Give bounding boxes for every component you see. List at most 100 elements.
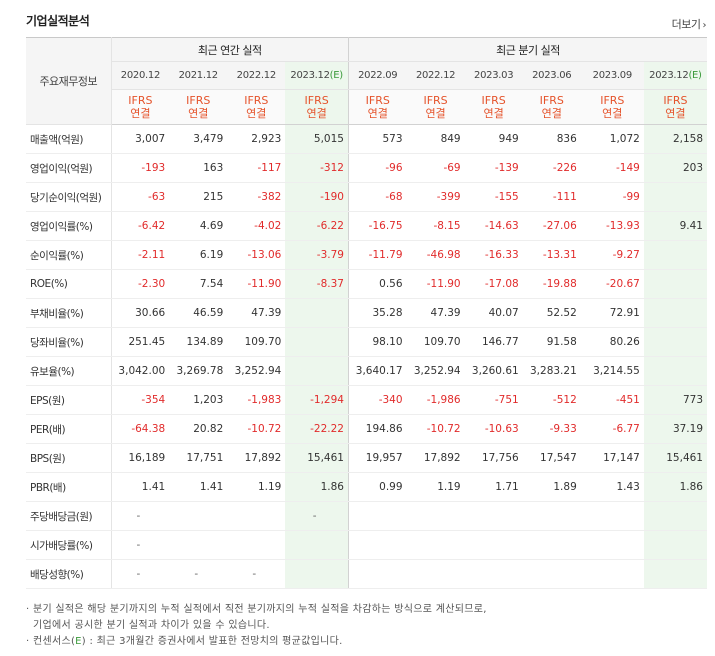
table-cell: 836 (522, 124, 581, 154)
table-cell: 20.82 (169, 414, 228, 444)
period-header: 2023.06 (522, 61, 581, 90)
table-cell (227, 501, 286, 531)
table-row: 당기순이익(억원) -63 215 -382 -190 -68 -399 -155 -111 -9… (26, 182, 707, 212)
table-cell (643, 298, 707, 328)
table-cell (285, 559, 349, 589)
row-header-label: 주요재무정보 (26, 37, 112, 125)
table-row: 영업이익(억원) -193 163 -117 -312 -96 -69 -139 -226 -14… (26, 153, 707, 183)
table-cell (643, 501, 707, 531)
table-cell: 17,892 (227, 443, 286, 473)
table-cell: 1.89 (522, 472, 581, 502)
table-cell: 37.19 (643, 414, 707, 444)
table-row: 순이익률(%) -2.11 6.19 -13.06 -3.79 -11.79 -46.98-… (26, 240, 707, 270)
table-cell: 163 (169, 153, 228, 183)
ifrs-label: IFRS 연결 (348, 89, 407, 125)
table-cell: 0.99 (348, 472, 407, 502)
table-cell: 3,252.94 (227, 356, 286, 386)
row-label: 주당배당금(원) (26, 501, 112, 531)
table-cell: -11.90 (406, 269, 465, 299)
table-cell: 1.86 (643, 472, 707, 502)
period-label: 2022.09 (358, 70, 398, 81)
table-cell: -20.67 (580, 269, 644, 299)
table-cell: -11.79 (348, 240, 407, 270)
table-cell (169, 501, 228, 531)
table-cell: -9.33 (522, 414, 581, 444)
period-header: 2022.12 (227, 61, 286, 90)
table-cell: - (111, 501, 170, 531)
table-cell: 35.28 (348, 298, 407, 328)
ifrs-line2: 연결 (246, 107, 267, 120)
period-label: 2022.12 (415, 70, 456, 81)
table-cell: 3,260.61 (464, 356, 523, 386)
table-cell (464, 501, 523, 531)
table-cell: 3,252.94 (406, 356, 465, 386)
table-cell (348, 530, 407, 560)
period-header: 2020.12 (111, 61, 170, 90)
table-cell (643, 530, 707, 560)
period-label: 2021.12 (178, 70, 219, 81)
table-cell (464, 559, 523, 589)
table-cell (643, 356, 707, 386)
table-cell: -399 (406, 182, 465, 212)
table-cell: -10.72 (406, 414, 465, 444)
table-row: 배당성향(%) - - - (26, 559, 707, 589)
period-label: 2023.09 (592, 70, 633, 81)
row-label: 부채비율(%) (26, 298, 112, 328)
ifrs-line1: IFRS (539, 94, 564, 107)
note-quarterly-calc: · 분기 실적은 해당 분기까지의 누적 실적에서 직전 분기까지의 누적 실적… (26, 604, 487, 615)
table-cell: 146.77 (464, 327, 523, 357)
table-cell: 52.52 (522, 298, 581, 328)
table-cell: 47.39 (227, 298, 286, 328)
row-label: BPS(원) (26, 443, 112, 473)
table-cell: -354 (111, 385, 170, 415)
table-cell: -63 (111, 182, 170, 212)
table-cell (643, 327, 707, 357)
more-link[interactable]: 더보기 › (672, 16, 707, 32)
row-label: PER(배) (26, 414, 112, 444)
estimate-mark: (E) (688, 70, 702, 81)
table-cell: 1,072 (580, 124, 644, 154)
table-cell: -1,986 (406, 385, 465, 415)
ifrs-label: IFRS 연결 (643, 89, 707, 125)
ifrs-label: IFRS 연결 (580, 89, 644, 125)
ifrs-line1: IFRS (481, 94, 506, 107)
table-cell: -751 (464, 385, 523, 415)
table-cell: 3,479 (169, 124, 228, 154)
ifrs-line2: 연결 (483, 107, 504, 120)
table-cell: -190 (285, 182, 349, 212)
table-cell: 3,042.00 (111, 356, 170, 386)
table-cell: 194.86 (348, 414, 407, 444)
table-cell: 17,892 (406, 443, 465, 473)
row-label: 유보율(%) (26, 356, 112, 386)
table-cell: 1.43 (580, 472, 644, 502)
ifrs-label: IFRS 연결 (464, 89, 523, 125)
period-label: 2023.06 (532, 70, 572, 81)
table-cell: 17,756 (464, 443, 523, 473)
table-row: ROE(%) -2.30 7.54 -11.90 -8.37 0.56 -11.90 -17.… (26, 269, 707, 299)
note-consensus-prefix: · 컨센서스( (26, 636, 76, 647)
table-cell: -46.98 (406, 240, 465, 270)
table-cell: 3,214.55 (580, 356, 644, 386)
table-cell (406, 559, 465, 589)
table-cell: -312 (285, 153, 349, 183)
table-cell: - (111, 530, 170, 560)
period-label: 2020.12 (120, 70, 161, 81)
table-cell: 5,015 (285, 124, 349, 154)
table-cell: -8.37 (285, 269, 349, 299)
table-cell: -68 (348, 182, 407, 212)
table-row: 유보율(%) 3,042.00 3,269.78 3,252.94 3,640.17 3,… (26, 356, 707, 386)
row-label: ROE(%) (26, 269, 112, 299)
table-cell: 1.86 (285, 472, 349, 502)
table-cell: - (169, 559, 228, 589)
table-cell: 80.26 (580, 327, 644, 357)
period-header: 2023.12(E) (285, 61, 349, 90)
table-cell: 40.07 (464, 298, 523, 328)
row-label: 영업이익(억원) (26, 153, 112, 183)
table-cell (643, 240, 707, 270)
table-row: 당좌비율(%) 251.45 134.89 109.70 98.10 109.70 146.… (26, 327, 707, 357)
period-header: 2023.03 (464, 61, 523, 90)
table-cell (348, 559, 407, 589)
table-cell (348, 501, 407, 531)
table-cell: 4.69 (169, 211, 228, 241)
table-cell: 3,007 (111, 124, 170, 154)
